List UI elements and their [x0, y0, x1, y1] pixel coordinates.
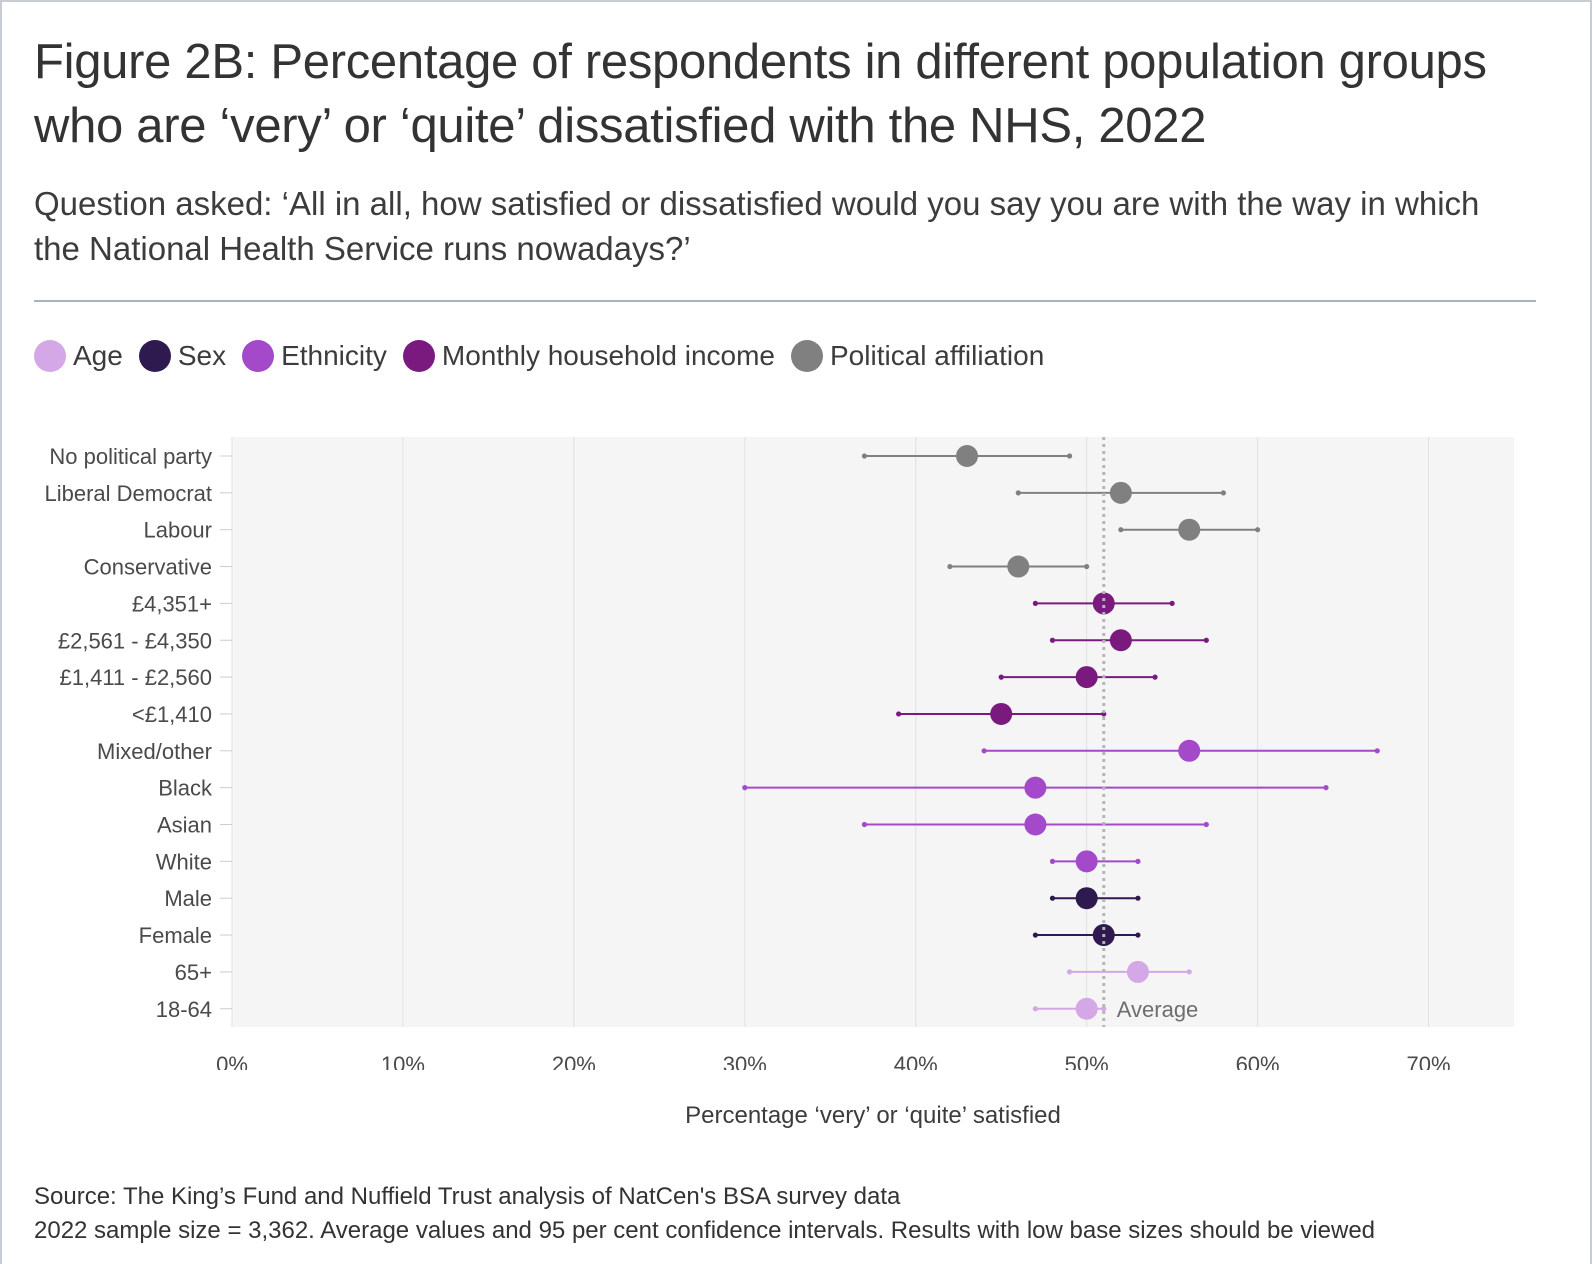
error-bar-low-cap	[1049, 895, 1056, 901]
error-bar-high-cap	[1255, 527, 1261, 533]
error-bar-low-cap	[1032, 600, 1038, 606]
legend-label-sex: Sex	[177, 340, 227, 371]
error-bar-low-cap	[1032, 932, 1038, 938]
y-category-label: No political party	[49, 444, 212, 469]
error-bar-low-cap	[1066, 969, 1073, 975]
data-point	[1024, 776, 1047, 799]
x-tick-label: 10%	[381, 1052, 425, 1070]
source-line: Source: The King’s Fund and Nuffield Tru…	[34, 1183, 901, 1210]
data-point	[1007, 555, 1030, 578]
legend-item-political[interactable]: Political affiliation	[791, 340, 1044, 372]
y-category-label: White	[156, 849, 212, 874]
y-category-label: Asian	[157, 813, 212, 838]
data-point	[1075, 887, 1098, 910]
error-bar-high-cap	[1169, 600, 1175, 606]
data-point	[1092, 592, 1115, 615]
legend: Age Sex Ethnicity Monthly household inco…	[34, 336, 1060, 376]
dot-plot-chart: 0% 10% 20% 30% 40% 50% 60% 70% No political part…	[44, 437, 1514, 1070]
legend-item-age[interactable]: Age	[34, 340, 123, 372]
x-tick-label: 0%	[216, 1052, 248, 1070]
data-point	[1075, 666, 1098, 689]
x-tick-label: 70%	[1407, 1052, 1451, 1070]
error-bar-high-cap	[1152, 674, 1158, 680]
data-point	[1075, 850, 1098, 873]
legend-label-political: Political affiliation	[830, 340, 1045, 371]
error-bar-high-cap	[1135, 858, 1141, 864]
y-category-label: £2,561 - £4,350	[58, 628, 212, 653]
data-point	[1126, 960, 1149, 983]
error-bar-high-cap	[1084, 563, 1090, 570]
y-category-label: Liberal Democrat	[44, 481, 212, 506]
legend-dot-political	[791, 340, 823, 372]
error-bar-low-cap	[1049, 858, 1056, 864]
data-point	[1178, 739, 1201, 762]
source-notes: Source: The King’s Fund and Nuffield Tru…	[34, 1180, 1564, 1248]
data-point	[990, 702, 1013, 725]
error-bar-low-cap	[981, 748, 987, 754]
x-tick-label: 50%	[1065, 1052, 1109, 1070]
error-bar-high-cap	[1135, 895, 1141, 901]
legend-dot-ethnicity	[242, 340, 275, 372]
data-point	[1178, 518, 1201, 541]
sample-note: 2022 sample size = 3,362. Average values…	[34, 1217, 1376, 1244]
y-category-label: Labour	[143, 518, 212, 543]
y-category-label: Mixed/other	[97, 739, 212, 764]
data-point	[1109, 629, 1132, 652]
average-label: Average	[1117, 997, 1199, 1022]
y-category-label: Male	[164, 886, 212, 911]
x-tick-label: 20%	[552, 1052, 596, 1070]
error-bar-low-cap	[1118, 527, 1124, 533]
data-point	[1109, 481, 1132, 504]
y-category-label: Black	[158, 776, 213, 801]
y-category-label: £1,411 - £2,560	[60, 665, 213, 690]
x-tick-label: 60%	[1236, 1052, 1280, 1070]
error-bar-low-cap	[861, 453, 868, 459]
error-bar-high-cap	[1323, 785, 1329, 791]
legend-item-income[interactable]: Monthly household income	[402, 340, 775, 372]
error-bar-low-cap	[947, 563, 953, 570]
legend-label-ethnicity: Ethnicity	[281, 340, 387, 371]
error-bar-low-cap	[998, 674, 1004, 680]
error-bar-low-cap	[1032, 1006, 1038, 1012]
y-category-label: <£1,410	[132, 702, 212, 727]
error-bar-high-cap	[1374, 748, 1380, 754]
legend-dot-sex	[138, 340, 171, 372]
legend-dot-income	[402, 340, 435, 372]
y-category-label: £4,351+	[132, 591, 212, 616]
x-tick-label: 40%	[894, 1052, 938, 1070]
legend-item-ethnicity[interactable]: Ethnicity	[242, 340, 387, 372]
figure-title: Figure 2B: Percentage of respondents in …	[34, 35, 1487, 153]
error-bar-high-cap	[1203, 821, 1209, 828]
y-category-label: Conservative	[84, 555, 212, 580]
error-bar-high-cap	[1066, 453, 1073, 459]
x-tick-label: 30%	[723, 1052, 767, 1070]
error-bar-low-cap	[1049, 637, 1056, 643]
data-point	[1075, 997, 1098, 1020]
legend-label-income: Monthly household income	[441, 340, 775, 371]
legend-item-sex[interactable]: Sex	[138, 340, 227, 372]
error-bar-high-cap	[1186, 969, 1192, 975]
y-category-label: 65+	[175, 960, 212, 985]
error-bar-low-cap	[1015, 490, 1021, 496]
legend-dot-age	[34, 340, 66, 372]
data-point	[956, 445, 979, 467]
error-bar-high-cap	[1203, 637, 1209, 643]
y-category-label: 18-64	[156, 997, 212, 1022]
divider	[34, 300, 1536, 302]
figure-subtitle: Question asked: ‘All in all, how satisfi…	[34, 185, 1480, 267]
legend-label-age: Age	[73, 340, 123, 371]
x-axis-title: Percentage ‘very’ or ‘quite’ satisfied	[685, 1102, 1061, 1129]
error-bar-high-cap	[1220, 490, 1227, 496]
error-bar-low-cap	[861, 821, 868, 828]
plot-background	[232, 437, 1514, 1027]
error-bar-low-cap	[742, 785, 748, 791]
error-bar-high-cap	[1101, 1006, 1107, 1012]
error-bar-high-cap	[1135, 932, 1141, 938]
y-category-label: Female	[139, 923, 212, 948]
data-point	[1024, 813, 1047, 836]
error-bar-low-cap	[896, 711, 902, 717]
